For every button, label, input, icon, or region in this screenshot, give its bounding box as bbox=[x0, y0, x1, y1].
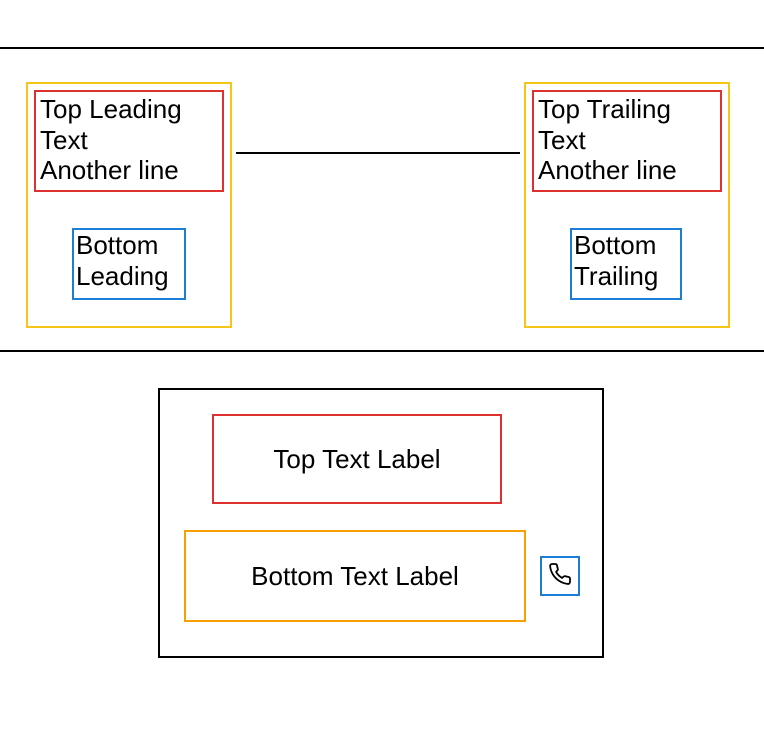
divider-mid bbox=[0, 350, 764, 352]
leading-bottom-text: Bottom Leading bbox=[72, 228, 186, 300]
bottom-text-label-text: Bottom Text Label bbox=[251, 561, 459, 592]
leading-top-text: Top Leading Text Another line bbox=[34, 90, 224, 192]
diagram-canvas: Top Leading Text Another line Bottom Lea… bbox=[0, 0, 764, 742]
bottom-text-label: Bottom Text Label bbox=[184, 530, 526, 622]
divider-top bbox=[0, 47, 764, 49]
trailing-top-text: Top Trailing Text Another line bbox=[532, 90, 722, 192]
trailing-bottom-text: Bottom Trailing bbox=[570, 228, 682, 300]
phone-icon bbox=[548, 562, 572, 591]
top-text-label-text: Top Text Label bbox=[273, 444, 440, 475]
connector-line bbox=[236, 152, 520, 154]
phone-icon-box bbox=[540, 556, 580, 596]
top-text-label: Top Text Label bbox=[212, 414, 502, 504]
